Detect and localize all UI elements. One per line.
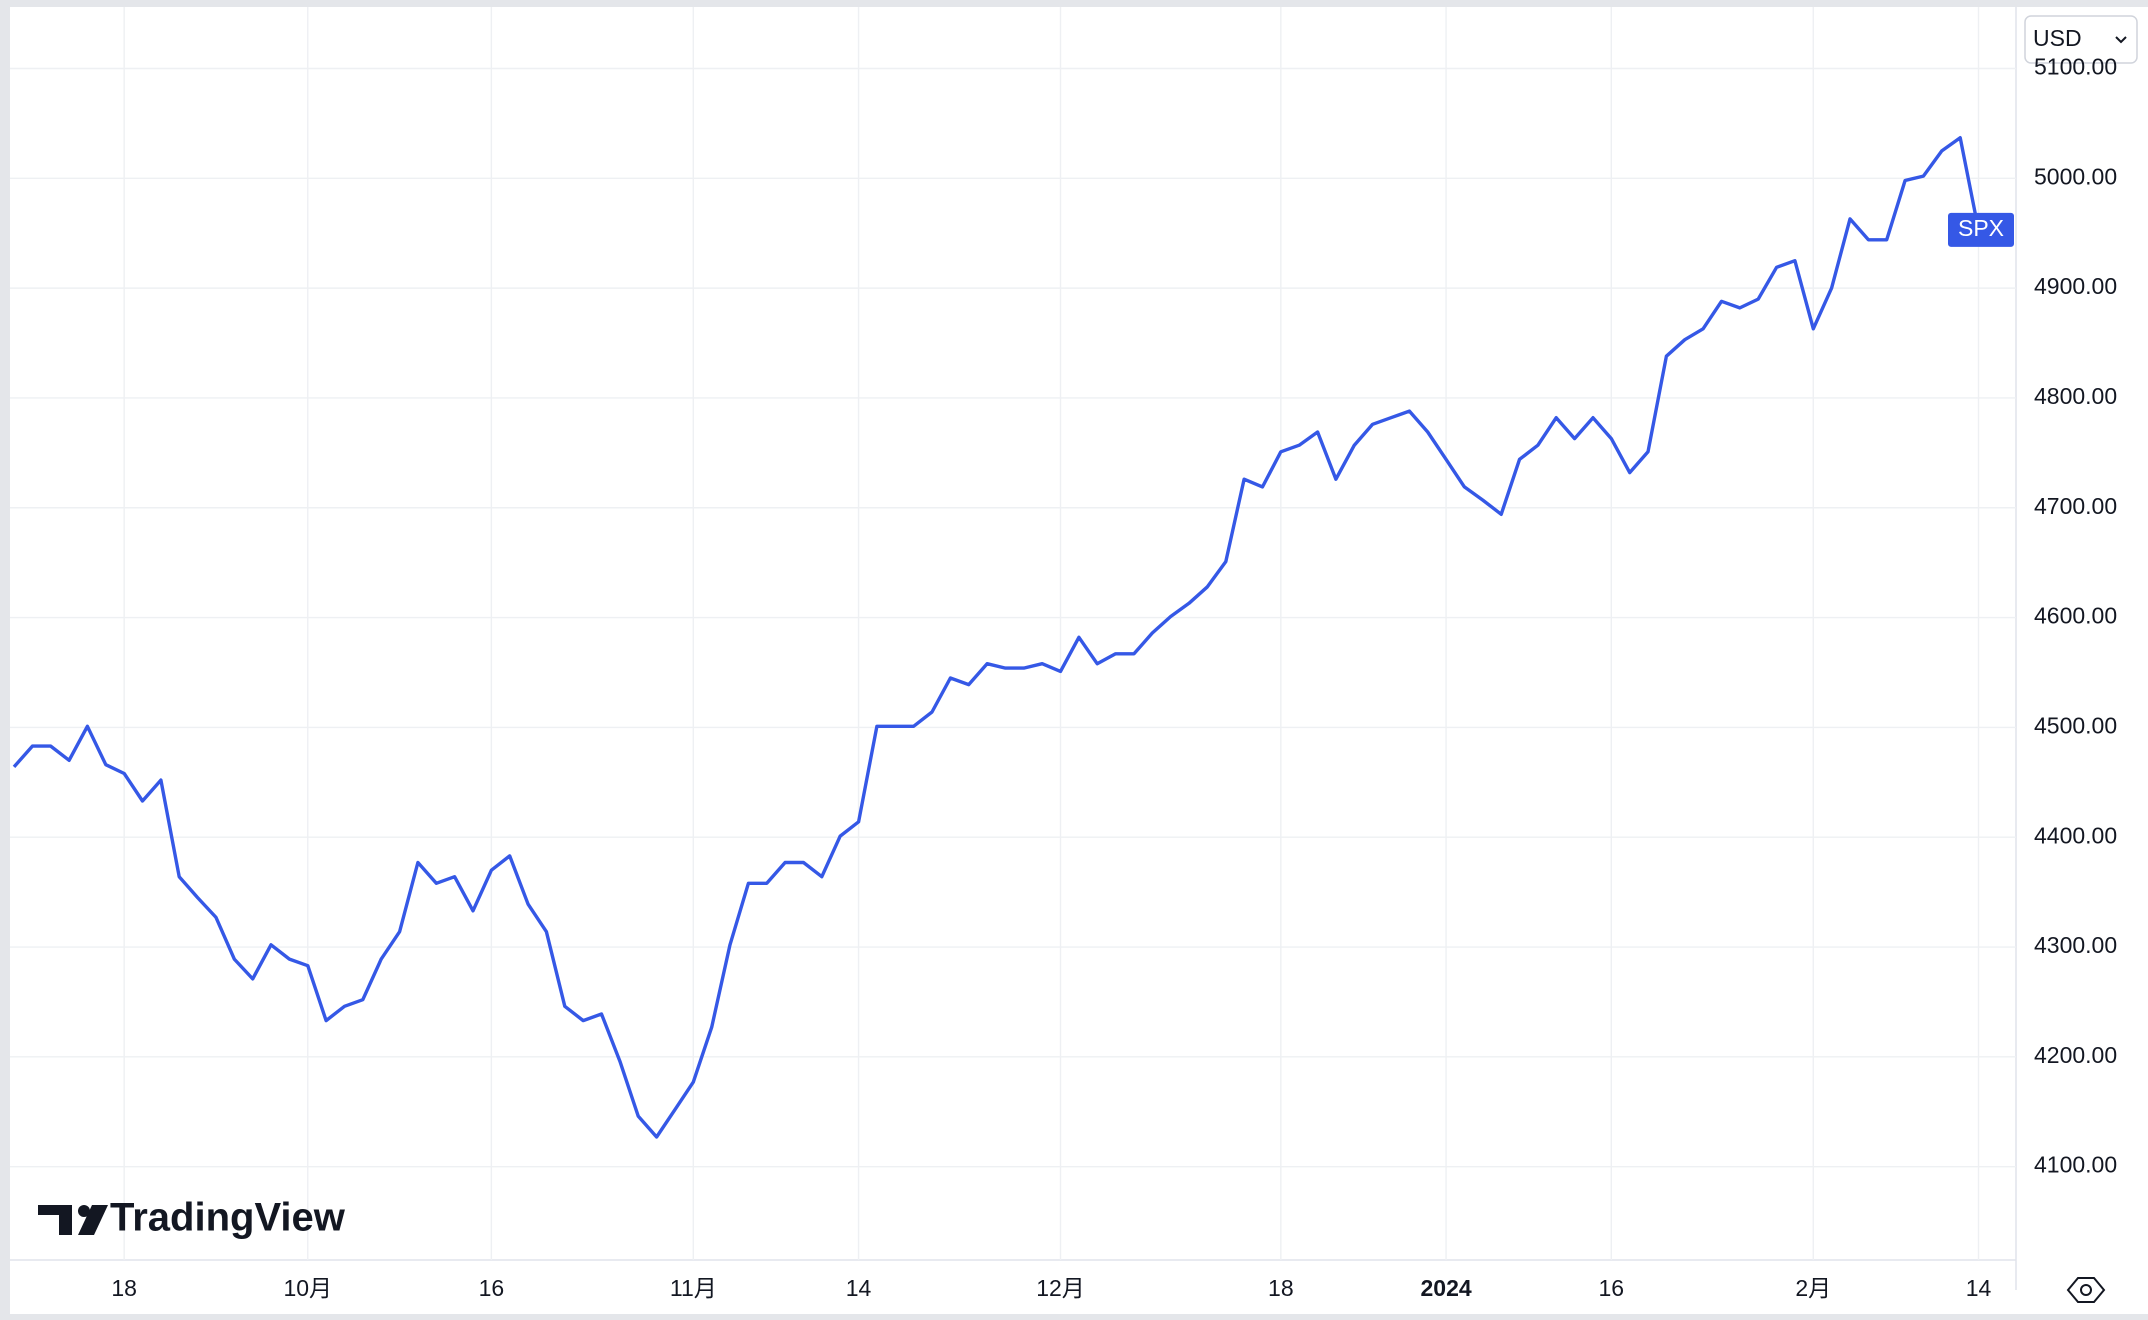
y-tick-label: 4800.00 [2034, 383, 2117, 409]
grid [10, 7, 2016, 1260]
left-border [0, 0, 10, 1320]
logo-icon [38, 1205, 108, 1235]
y-tick-label: 5100.00 [2034, 54, 2117, 80]
plot [12, 136, 1981, 1139]
y-tick-label: 5000.00 [2034, 163, 2117, 189]
x-tick-label: 2月 [1795, 1275, 1831, 1301]
logo-text: TradingView [110, 1196, 346, 1240]
x-tick-label: 16 [479, 1275, 505, 1301]
x-tick-label: 18 [111, 1275, 137, 1301]
x-tick-label: 2024 [1420, 1275, 1471, 1301]
x-tick-label: 10月 [283, 1275, 332, 1301]
settings-icon[interactable] [2066, 1277, 2106, 1303]
currency-label[interactable]: USD [2033, 25, 2082, 51]
y-tick-label: 4900.00 [2034, 273, 2117, 299]
x-tick-label: 11月 [670, 1275, 717, 1301]
settings-center [2080, 1284, 2092, 1296]
x-tick-label: 12月 [1036, 1275, 1085, 1301]
y-tick-label: 4500.00 [2034, 712, 2117, 738]
currency-select[interactable]: USD [2024, 15, 2138, 64]
y-tick-label: 4700.00 [2034, 493, 2117, 519]
y-tick-label: 4300.00 [2034, 932, 2117, 958]
x-tick-label: 14 [1966, 1275, 1992, 1301]
y-tick-label: 4200.00 [2034, 1042, 2117, 1068]
currency-box[interactable] [2024, 15, 2138, 64]
x-tick-label: 14 [846, 1275, 872, 1301]
settings-button[interactable] [2066, 1277, 2106, 1303]
x-tick-label: 16 [1599, 1275, 1625, 1301]
chevron [2115, 36, 2127, 44]
last-price-badge [1948, 212, 2014, 247]
y-tick-label: 4400.00 [2034, 822, 2117, 848]
logo: TradingView [38, 1196, 346, 1240]
price-line [12, 136, 1981, 1139]
logo-dot [78, 1205, 90, 1217]
top-border [0, 0, 2148, 7]
y-tick-label: 4600.00 [2034, 603, 2117, 629]
x-tick-label: 18 [1268, 1275, 1294, 1301]
series-label: SPX [1958, 215, 2004, 241]
y-tick-label: 4100.00 [2034, 1152, 2117, 1178]
